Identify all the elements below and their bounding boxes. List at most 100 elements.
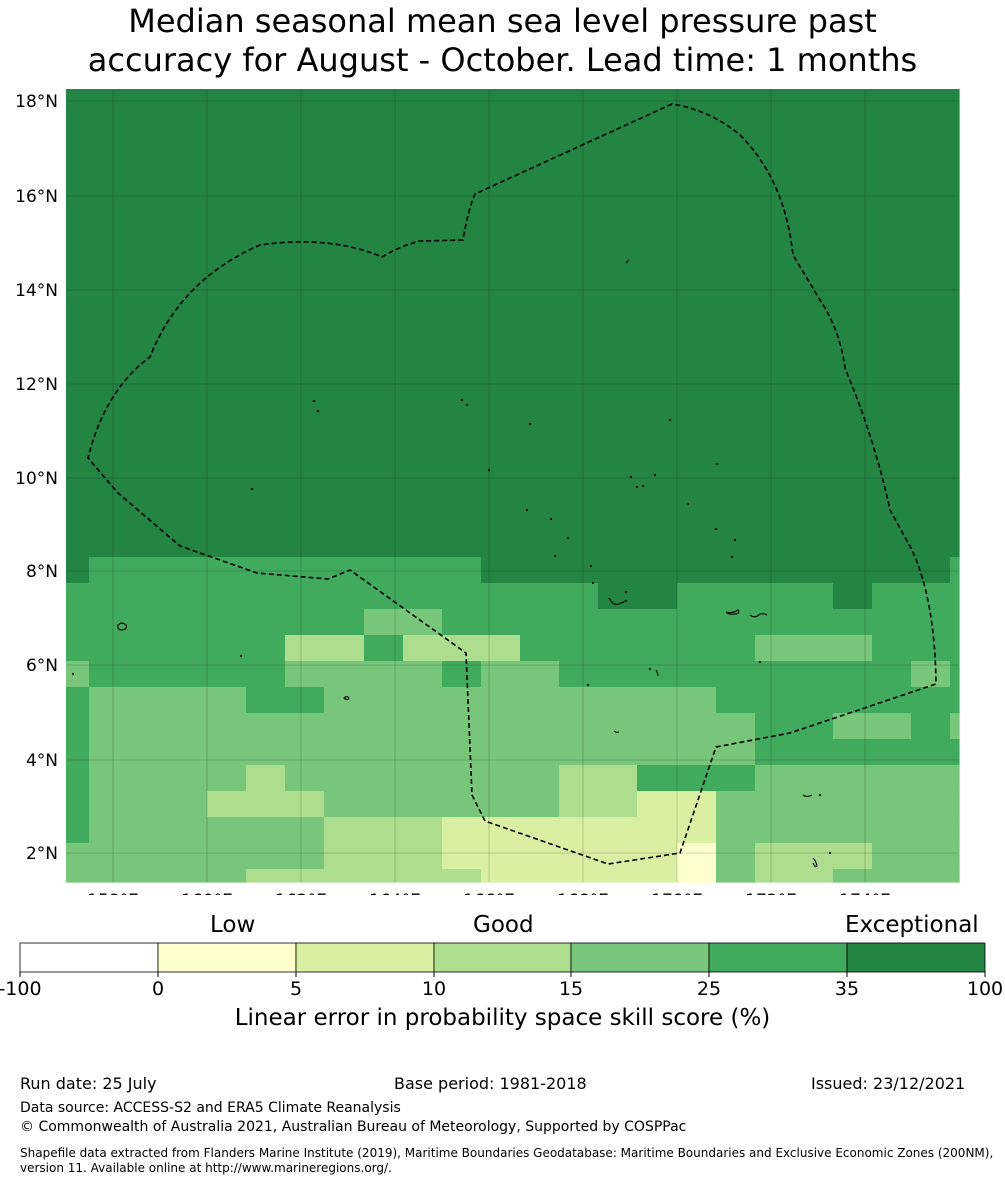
- skill-cell: [716, 869, 756, 883]
- island-dot: [250, 487, 254, 491]
- longitude-label: 162°E: [275, 891, 327, 895]
- skill-cell: [66, 817, 90, 844]
- skill-cell: [207, 89, 247, 558]
- skill-cell: [403, 635, 443, 662]
- skill-cell: [911, 869, 951, 883]
- latitude-label: 10°N: [15, 469, 58, 489]
- island-dot: [730, 555, 734, 559]
- skill-cell: [403, 89, 443, 558]
- skill-cell: [481, 869, 521, 883]
- skill-cell: [128, 687, 168, 714]
- category-exceptional: Exceptional: [845, 912, 979, 938]
- skill-cell: [66, 739, 90, 766]
- skill-cell: [285, 661, 325, 688]
- skill-cell: [520, 713, 560, 740]
- skill-cell: [794, 791, 834, 818]
- colorbar-tick-label: 0: [152, 978, 164, 1000]
- skill-cell: [128, 89, 168, 558]
- skill-cell: [324, 687, 365, 714]
- skill-cell: [246, 687, 286, 714]
- skill-cell: [520, 765, 560, 792]
- skill-cell: [559, 89, 599, 558]
- skill-cell: [207, 791, 247, 818]
- skill-cell: [324, 89, 365, 558]
- skill-cell: [364, 739, 404, 766]
- skill-cell: [364, 791, 404, 818]
- skill-cell: [872, 713, 912, 740]
- island-dot: [648, 667, 652, 671]
- skill-cell: [66, 661, 90, 688]
- skill-cell: [911, 843, 951, 870]
- skill-cell: [167, 661, 208, 688]
- title-line-2: accuracy for August - October. Lead time…: [87, 41, 918, 79]
- skill-cell: [442, 817, 482, 844]
- skill-cell: [559, 635, 599, 662]
- skill-cell: [285, 791, 325, 818]
- skill-cell: [716, 635, 756, 662]
- base-period: Base period: 1981-2018: [394, 1074, 587, 1093]
- skill-cell: [442, 687, 482, 714]
- skill-cell: [89, 89, 129, 558]
- skill-cell: [481, 791, 521, 818]
- skill-cell: [403, 817, 443, 844]
- skill-cell: [285, 89, 325, 558]
- skill-cell: [833, 687, 873, 714]
- skill-cell: [911, 661, 951, 688]
- latitude-label: 16°N: [15, 187, 58, 207]
- skill-cell: [637, 609, 678, 636]
- skill-cell: [794, 661, 834, 688]
- island-outline: [625, 259, 630, 264]
- skill-cell: [637, 687, 678, 714]
- skill-cell: [520, 843, 560, 870]
- skill-cell: [403, 557, 443, 584]
- skill-cell: [403, 661, 443, 688]
- shapefile-credit: Shapefile data extracted from Flanders M…: [20, 1146, 994, 1175]
- skill-cell: [598, 713, 638, 740]
- longitude-label: 160°E: [181, 891, 233, 895]
- island-dot: [566, 536, 570, 540]
- skill-cell: [167, 635, 208, 662]
- island-dot: [641, 484, 645, 488]
- skill-cell: [716, 583, 756, 610]
- island-dot: [635, 485, 639, 489]
- skill-cell: [872, 661, 912, 688]
- skill-cell: [128, 583, 168, 610]
- skill-cell: [794, 817, 834, 844]
- skill-cell: [403, 869, 443, 883]
- skill-cell: [637, 635, 678, 662]
- latitude-label: 2°N: [26, 844, 58, 864]
- skill-cell: [677, 843, 717, 870]
- skill-cell: [89, 713, 129, 740]
- skill-cell: [755, 635, 795, 662]
- skill-cell: [285, 869, 325, 883]
- skill-cell: [598, 765, 638, 792]
- skill-cell: [598, 635, 638, 662]
- island-dot: [686, 502, 690, 506]
- skill-cell: [89, 609, 129, 636]
- colorbar-tick-label: 10: [422, 978, 446, 1000]
- skill-cell: [716, 791, 756, 818]
- skill-cell: [911, 791, 951, 818]
- skill-cell: [364, 609, 404, 636]
- skill-cell: [481, 583, 521, 610]
- skill-cell: [207, 583, 247, 610]
- skill-cell: [637, 89, 678, 558]
- skill-cell: [677, 89, 717, 558]
- skill-cell: [442, 89, 482, 558]
- island-dot: [624, 590, 628, 594]
- skill-cell: [677, 583, 717, 610]
- skill-cell: [66, 557, 90, 584]
- skill-cell: [246, 843, 286, 870]
- skill-cell: [481, 843, 521, 870]
- skill-cell: [403, 583, 443, 610]
- skill-cell: [364, 635, 404, 662]
- island-dot: [818, 793, 822, 797]
- skill-cell: [403, 739, 443, 766]
- skill-cell: [167, 817, 208, 844]
- skill-cell: [324, 713, 365, 740]
- skill-cell: [520, 869, 560, 883]
- skill-cell: [872, 635, 912, 662]
- island-dot: [629, 475, 633, 479]
- skill-cell: [128, 557, 168, 584]
- skill-cell: [207, 713, 247, 740]
